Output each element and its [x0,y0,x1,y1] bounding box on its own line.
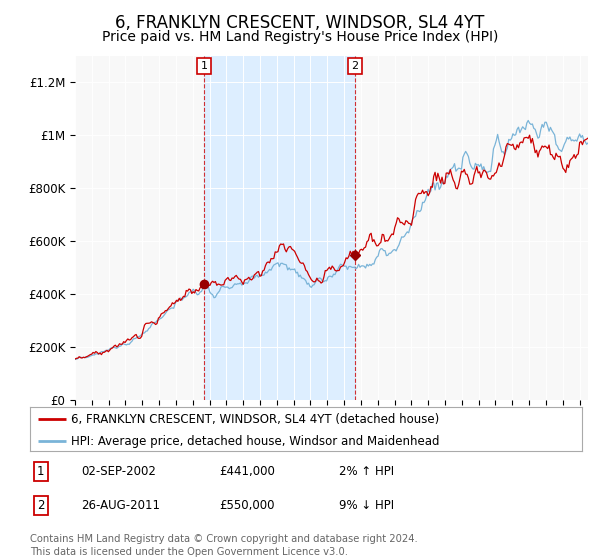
Text: 2: 2 [352,61,359,71]
Text: 6, FRANKLYN CRESCENT, WINDSOR, SL4 4YT (detached house): 6, FRANKLYN CRESCENT, WINDSOR, SL4 4YT (… [71,413,440,426]
Bar [204,56,355,400]
Text: HPI: Average price, detached house, Windsor and Maidenhead: HPI: Average price, detached house, Wind… [71,435,440,447]
Text: 02-SEP-2002: 02-SEP-2002 [81,465,156,478]
Text: 9% ↓ HPI: 9% ↓ HPI [339,499,394,512]
Text: This data is licensed under the Open Government Licence v3.0.: This data is licensed under the Open Gov… [30,547,348,557]
Text: 6, FRANKLYN CRESCENT, WINDSOR, SL4 4YT: 6, FRANKLYN CRESCENT, WINDSOR, SL4 4YT [115,14,485,32]
Text: £550,000: £550,000 [219,499,275,512]
Text: 1: 1 [37,465,44,478]
Text: 2% ↑ HPI: 2% ↑ HPI [339,465,394,478]
Text: 2: 2 [37,499,44,512]
Text: Price paid vs. HM Land Registry's House Price Index (HPI): Price paid vs. HM Land Registry's House … [102,30,498,44]
Text: Contains HM Land Registry data © Crown copyright and database right 2024.: Contains HM Land Registry data © Crown c… [30,534,418,544]
Text: 26-AUG-2011: 26-AUG-2011 [81,499,160,512]
Text: 1: 1 [200,61,208,71]
Text: £441,000: £441,000 [219,465,275,478]
